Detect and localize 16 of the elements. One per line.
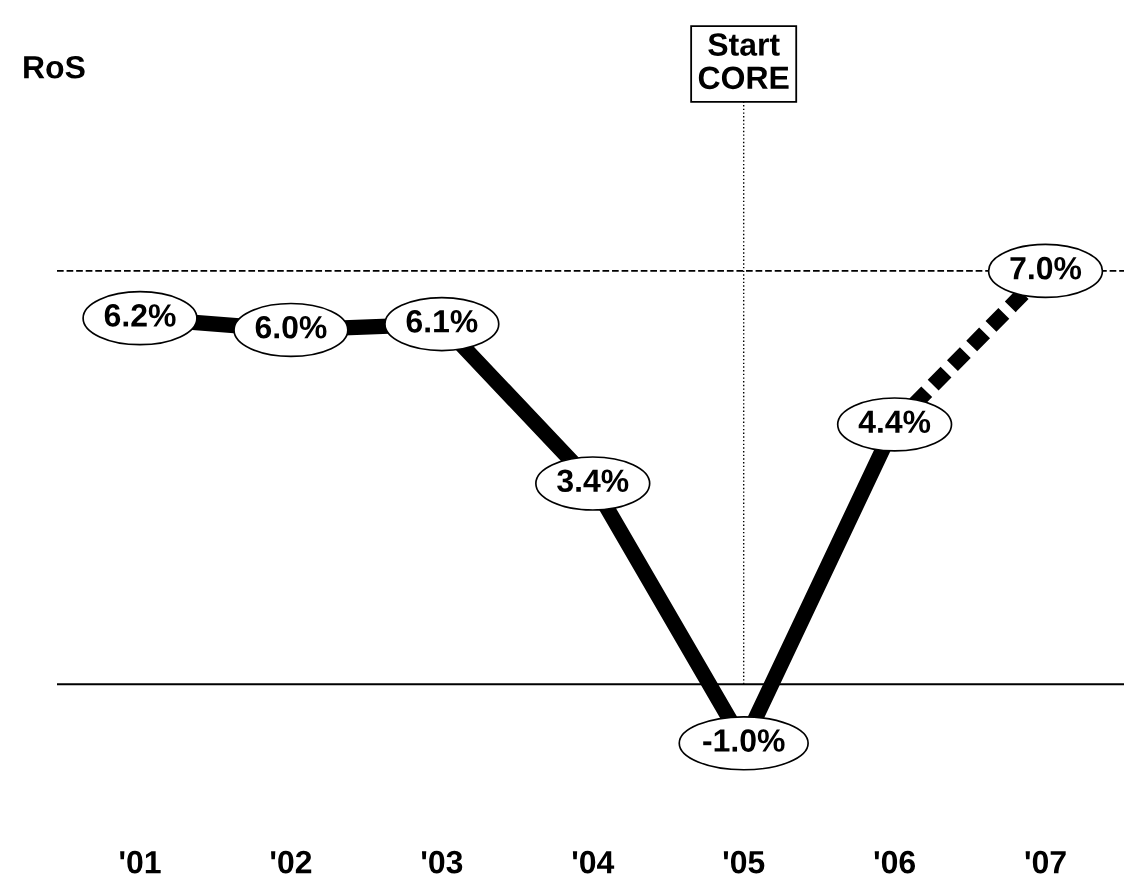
x-tick-label: '06 <box>874 850 916 874</box>
x-tick-label: '04 <box>572 850 615 874</box>
data-label: 7.0% <box>1010 256 1082 280</box>
data-label: -1.0% <box>703 729 785 752</box>
x-tick-label: '03 <box>421 850 463 874</box>
x-tick-label: '01 <box>120 850 161 874</box>
x-tick-label: '02 <box>271 850 312 874</box>
data-label: 6.0% <box>255 315 327 339</box>
data-label: 6.1% <box>406 310 478 333</box>
ref-line-label: Start CORE <box>698 33 789 90</box>
text: RoS <box>24 55 85 79</box>
x-tick-label: '05 <box>723 850 765 874</box>
data-label: 6.2% <box>104 304 176 327</box>
data-label: 4.4% <box>858 410 931 433</box>
data-label: 3.4% <box>557 469 629 493</box>
x-tick-label: '07 <box>1025 850 1066 874</box>
